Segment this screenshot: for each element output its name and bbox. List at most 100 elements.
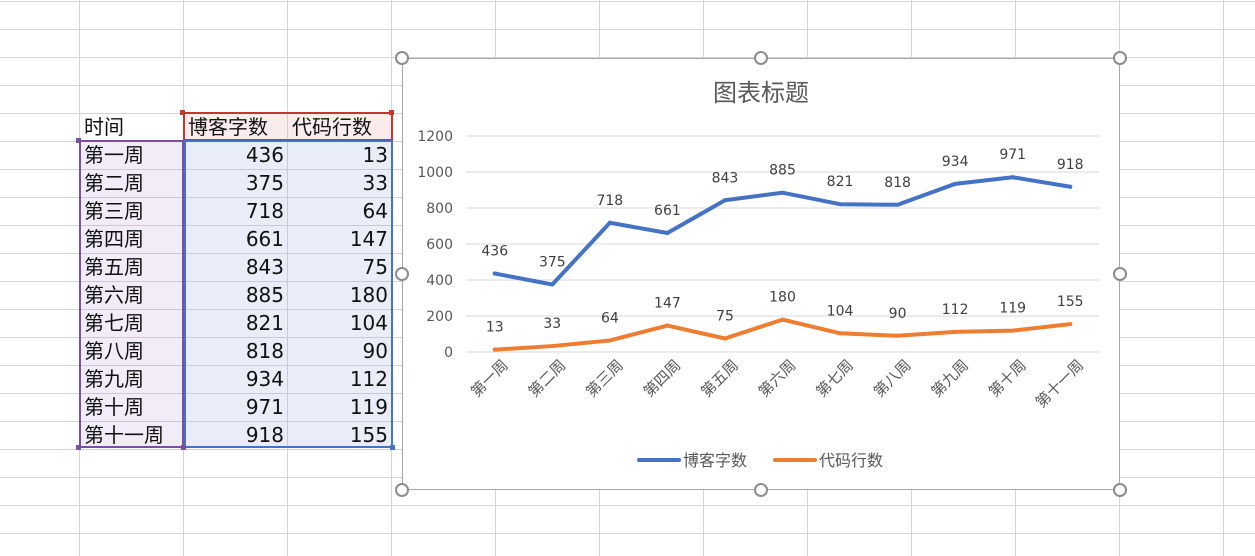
chart-resize-handle-se[interactable]	[1113, 483, 1127, 497]
cell-week[interactable]: 第八周	[84, 339, 144, 363]
cell-week[interactable]: 第四周	[84, 227, 144, 251]
cell-blog-words[interactable]: 718	[245, 199, 284, 223]
chart-resize-handle-sw[interactable]	[395, 483, 409, 497]
x-tick-label: 第十一周	[1032, 356, 1087, 411]
range-handle[interactable]	[76, 445, 81, 450]
data-point	[665, 323, 670, 328]
cell-blog-words[interactable]: 885	[245, 283, 284, 307]
x-tick-label: 第五周	[697, 356, 742, 401]
cell-code-lines[interactable]: 75	[362, 255, 388, 279]
data-label: 13	[486, 320, 504, 336]
cell-code-lines[interactable]: 180	[349, 283, 388, 307]
chart-resize-handle-n[interactable]	[754, 51, 768, 65]
data-label: 971	[999, 147, 1026, 163]
chart-resize-handle-e[interactable]	[1113, 267, 1127, 281]
range-handle[interactable]	[180, 110, 185, 115]
header-cell-time[interactable]: 时间	[84, 115, 124, 139]
data-point	[492, 347, 497, 352]
header-cell-blog-words[interactable]: 博客字数	[188, 115, 268, 139]
cell-week[interactable]: 第三周	[84, 199, 144, 223]
cell-blog-words[interactable]: 971	[245, 395, 284, 419]
cell-week[interactable]: 第二周	[84, 171, 144, 195]
legend-label: 代码行数	[819, 451, 883, 470]
data-label: 180	[769, 290, 796, 306]
chart-plot-area[interactable]: 020040060080010001200第一周 第二周 第三周 第四周 第五周 第六周第…	[403, 59, 1119, 489]
data-label: 155	[1057, 294, 1084, 310]
header-cell-code-lines[interactable]: 代码行数	[292, 115, 372, 139]
data-label: 90	[889, 306, 907, 322]
y-tick-label: 800	[426, 201, 453, 217]
y-tick-label: 400	[426, 273, 453, 289]
data-label: 934	[942, 154, 969, 170]
data-label: 436	[481, 244, 508, 260]
x-tick-label: 第二周	[525, 356, 570, 401]
cell-blog-words[interactable]: 821	[245, 311, 284, 335]
cell-blog-words[interactable]: 818	[245, 339, 284, 363]
cell-blog-words[interactable]: 375	[245, 171, 284, 195]
x-tick-label: 第三周	[582, 356, 627, 401]
chart-resize-handle-nw[interactable]	[395, 51, 409, 65]
data-point	[722, 198, 727, 203]
cell-week[interactable]: 第九周	[84, 367, 144, 391]
cell-blog-words[interactable]: 843	[245, 255, 284, 279]
cell-week[interactable]: 第十一周	[84, 423, 164, 447]
cell-blog-words[interactable]: 918	[245, 423, 284, 447]
values-range-highlight	[184, 140, 393, 448]
range-handle[interactable]	[390, 445, 395, 450]
x-tick-label: 第九周	[928, 356, 973, 401]
line-chart[interactable]: 图表标题 0 200 400 600 800 1000 1200 第一周 第二周 第三周 第四周 第五…	[402, 58, 1120, 490]
range-handle[interactable]	[76, 138, 81, 143]
cell-code-lines[interactable]: 104	[349, 311, 388, 335]
data-label: 918	[1057, 157, 1084, 173]
cell-week[interactable]: 第七周	[84, 311, 144, 335]
cell-week[interactable]: 第五周	[84, 255, 144, 279]
data-point	[492, 271, 497, 276]
range-handle[interactable]	[181, 445, 186, 450]
cell-blog-words[interactable]: 934	[245, 367, 284, 391]
x-tick-label: 第一周	[467, 356, 512, 401]
data-point	[1010, 328, 1015, 333]
y-tick-label: 600	[426, 237, 453, 253]
data-label: 843	[712, 170, 739, 186]
chart-title[interactable]: 图表标题	[713, 79, 809, 107]
cell-code-lines[interactable]: 112	[349, 367, 388, 391]
cell-blog-words[interactable]: 436	[245, 143, 284, 167]
cell-week[interactable]: 第十周	[84, 395, 144, 419]
data-label: 375	[539, 255, 566, 271]
series-line-code-lines	[492, 317, 1073, 352]
data-point	[665, 231, 670, 236]
cell-code-lines[interactable]: 13	[362, 143, 388, 167]
data-point	[953, 181, 958, 186]
legend-label: 博客字数	[683, 451, 747, 470]
cell-code-lines[interactable]: 90	[362, 339, 388, 363]
y-tick-label: 1000	[417, 165, 453, 181]
data-label: 147	[654, 296, 681, 312]
cell-week[interactable]: 第六周	[84, 283, 144, 307]
data-label: 64	[601, 310, 619, 326]
cell-blog-words[interactable]: 661	[245, 227, 284, 251]
data-point	[607, 220, 612, 225]
data-point	[1068, 322, 1073, 327]
chart-resize-handle-w[interactable]	[395, 267, 409, 281]
range-handle[interactable]	[389, 110, 394, 115]
cell-code-lines[interactable]: 147	[349, 227, 388, 251]
data-point	[550, 344, 555, 349]
data-label: 104	[827, 303, 854, 319]
data-label: 718	[596, 193, 623, 209]
data-point	[1010, 175, 1015, 180]
series-name-range-highlight	[183, 112, 393, 141]
y-tick-label: 0	[444, 345, 453, 361]
chart-resize-handle-s[interactable]	[754, 483, 768, 497]
data-label: 821	[827, 174, 854, 190]
data-point	[607, 338, 612, 343]
data-point	[953, 329, 958, 334]
cell-week[interactable]: 第一周	[84, 143, 144, 167]
y-tick-label: 200	[426, 309, 453, 325]
chart-resize-handle-ne[interactable]	[1113, 51, 1127, 65]
cell-code-lines[interactable]: 33	[362, 171, 388, 195]
data-point	[838, 331, 843, 336]
cell-code-lines[interactable]: 119	[349, 395, 388, 419]
data-label: 818	[884, 175, 911, 191]
cell-code-lines[interactable]: 155	[349, 423, 388, 447]
cell-code-lines[interactable]: 64	[362, 199, 388, 223]
